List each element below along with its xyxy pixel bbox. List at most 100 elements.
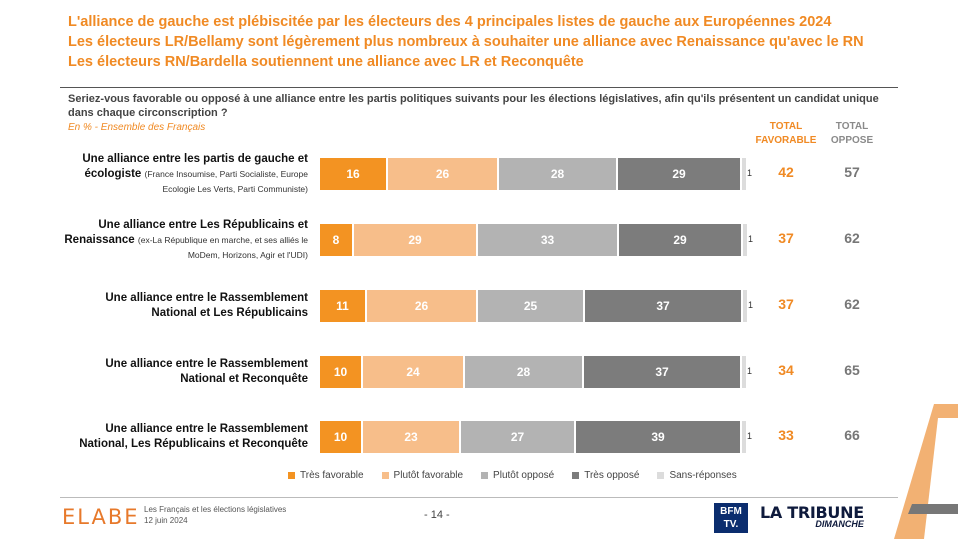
legend-item-plutot-oppose: Plutôt opposé (481, 470, 554, 481)
legend-swatch (381, 472, 389, 479)
segment-tres-favorable: 10 (320, 356, 363, 388)
segment-value-label: 29 (673, 233, 687, 247)
legend-item-plutot-favorable: Plutôt favorable (381, 470, 464, 481)
headline-line-2: Les électeurs LR/Bellamy sont légèrement… (68, 34, 864, 50)
footer-caption-line1: Les Français et les élections législativ… (144, 505, 287, 514)
segment-tres-favorable: 11 (320, 290, 367, 322)
elabe-logo: ELABE (62, 505, 140, 529)
segment-plutot-favorable: 24 (363, 356, 465, 388)
segment-value-label: 33 (540, 233, 555, 247)
chart-legend: Très favorable Plutôt favorable Plutôt o… (288, 470, 737, 481)
segment-value-label: 28 (550, 167, 565, 181)
segment-sans-reponses-label: 1 (748, 234, 754, 244)
total-oppose-header-line2: OPPOSE (830, 135, 874, 146)
bfm-logo-line1: BFM (720, 506, 742, 517)
total-favorable-header-line1: TOTAL (769, 121, 803, 132)
segment-tres-oppose: 37 (585, 290, 743, 322)
legend-swatch (481, 472, 489, 479)
segment-value-label: 29 (408, 233, 422, 247)
stacked-bar-5: 10 23 27 39 (320, 421, 746, 453)
legend-label: Très opposé (584, 470, 640, 481)
segment-plutot-oppose: 28 (499, 158, 618, 190)
segment-plutot-favorable: 23 (363, 421, 461, 453)
segment-sans-reponses (743, 224, 747, 256)
segment-sans-reponses (742, 421, 746, 453)
segment-value-label: 10 (333, 365, 348, 379)
segment-tres-favorable: 8 (320, 224, 354, 256)
row-label-1: Une alliance entre les partis de gauche … (60, 152, 308, 197)
segment-tres-oppose: 29 (618, 158, 742, 190)
footer-divider (60, 497, 898, 498)
segment-sans-reponses (742, 158, 746, 190)
headline: L'alliance de gauche est plébiscitée par… (68, 12, 928, 72)
total-favorable-value: 33 (778, 427, 794, 443)
segment-sans-reponses (742, 356, 746, 388)
legend-label: Plutôt favorable (393, 470, 464, 481)
row-label-3: Une alliance entre le Rassemblement Nati… (60, 291, 308, 321)
segment-plutot-oppose: 25 (478, 290, 585, 322)
legend-item-sans-reponses: Sans-réponses (657, 470, 737, 481)
segment-value-label: 29 (672, 167, 686, 181)
total-favorable-value: 42 (778, 164, 794, 180)
total-favorable-value: 37 (778, 230, 794, 246)
segment-value-label: 27 (510, 430, 525, 444)
segment-value-label: 39 (651, 430, 665, 444)
segment-sans-reponses (743, 290, 747, 322)
segment-tres-oppose: 39 (576, 421, 742, 453)
total-oppose-value: 62 (844, 296, 860, 312)
segment-value-label: 37 (656, 299, 670, 313)
segment-tres-favorable: 10 (320, 421, 363, 453)
total-favorable-value: 37 (778, 296, 794, 312)
segment-value-label: 8 (332, 233, 340, 247)
segment-sans-reponses-label: 1 (748, 300, 754, 310)
total-oppose-header: TOTAL OPPOSE (812, 120, 892, 148)
legend-swatch (288, 472, 295, 479)
segment-value-label: 25 (523, 299, 538, 313)
segment-plutot-favorable: 26 (388, 158, 499, 190)
row-label-main: Une alliance entre le Rassemblement Nati… (105, 292, 308, 319)
segment-value-label: 23 (404, 430, 418, 444)
segment-value-label: 37 (655, 365, 669, 379)
legend-item-tres-favorable: Très favorable (288, 470, 364, 481)
deco-grey-bar (908, 504, 958, 514)
segment-sans-reponses-label: 1 (747, 168, 753, 178)
segment-value-label: 26 (414, 299, 429, 313)
row-label-4: Une alliance entre le Rassemblement Nati… (60, 357, 308, 387)
segment-value-label: 11 (336, 299, 349, 313)
segment-value-label: 16 (346, 167, 360, 181)
total-favorable-header: TOTAL FAVORABLE (746, 120, 826, 148)
header-divider (60, 87, 898, 88)
segment-tres-oppose: 37 (584, 356, 742, 388)
segment-plutot-favorable: 26 (367, 290, 478, 322)
survey-subtitle: En % - Ensemble des Français (68, 122, 206, 133)
stacked-bar-1: 16 26 28 29 (320, 158, 746, 190)
legend-swatch (657, 472, 665, 479)
stacked-bar-2: 8 29 33 29 (320, 224, 747, 256)
stacked-bar-4: 10 24 28 37 (320, 356, 746, 388)
row-label-2: Une alliance entre Les Républicains et R… (60, 218, 308, 263)
segment-value-label: 26 (435, 167, 450, 181)
stacked-bar-3: 11 26 25 37 (320, 290, 747, 322)
row-label-main: Une alliance entre le Rassemblement Nati… (105, 358, 308, 385)
total-oppose-value: 62 (844, 230, 860, 246)
segment-value-label: 10 (333, 430, 348, 444)
total-favorable-value: 34 (778, 362, 794, 378)
tribune-subtitle: DIMANCHE (815, 519, 864, 529)
segment-sans-reponses-label: 1 (747, 431, 753, 441)
la-tribune-logo: LA TRIBUNE DIMANCHE (760, 503, 864, 529)
row-label-main: Une alliance entre Les Républicains et R… (64, 219, 308, 246)
footer-caption-date: 12 juin 2024 (144, 516, 188, 525)
legend-label: Sans-réponses (669, 470, 737, 481)
segment-value-label: 28 (516, 365, 531, 379)
total-favorable-header-line2: FAVORABLE (755, 135, 817, 146)
row-label-5: Une alliance entre le Rassemblement Nati… (60, 422, 308, 452)
decorative-a-shape-icon (894, 404, 958, 539)
legend-swatch (572, 472, 580, 479)
row-label-main: Une alliance entre les partis de gauche … (82, 153, 308, 180)
row-label-main: Une alliance entre le Rassemblement Nati… (79, 423, 308, 450)
page-number: - 14 - (424, 509, 450, 521)
total-oppose-value: 65 (844, 362, 860, 378)
headline-line-1: L'alliance de gauche est plébiscitée par… (68, 14, 832, 30)
segment-sans-reponses-label: 1 (747, 366, 753, 376)
row-label-detail: (ex-La République en marche, et ses alli… (137, 235, 308, 260)
